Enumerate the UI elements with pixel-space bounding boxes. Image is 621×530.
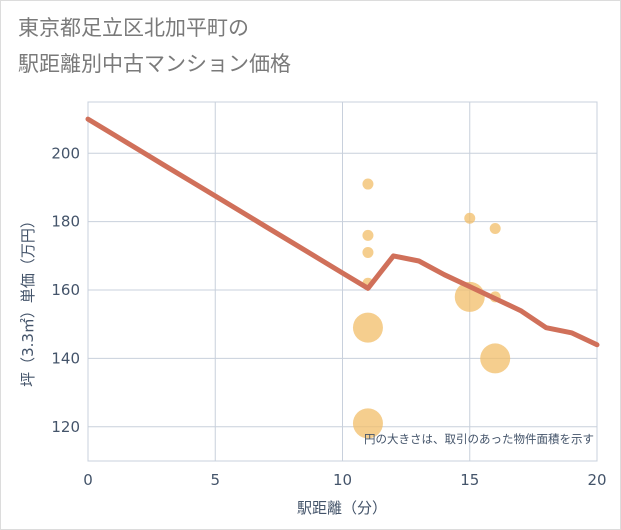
size-note: 円の大きさは、取引のあった物件面積を示す — [364, 432, 594, 446]
grid-lines — [88, 102, 597, 461]
trend-line — [85, 116, 600, 348]
x-axis-label: 駅距離（分） — [297, 499, 387, 517]
chart-title-line-1: 東京都足立区北加平町の — [18, 16, 249, 40]
scatter-point — [352, 312, 383, 343]
scatter-point — [480, 343, 511, 374]
chart-title: 東京都足立区北加平町の 駅距離別中古マンション価格 — [18, 10, 291, 82]
scatter-point — [362, 229, 374, 241]
scatter-point — [352, 408, 383, 439]
y-tick-label: 180 — [51, 213, 80, 231]
tick-labels: 0 5 10 15 20 120 140 160 180 200 — [51, 144, 606, 489]
chart-title-line-2: 駅距離別中古マンション価格 — [18, 52, 291, 76]
x-tick-label: 5 — [210, 471, 220, 489]
x-tick-label: 0 — [83, 471, 93, 489]
x-tick-label: 20 — [587, 471, 606, 489]
scatter-point — [489, 223, 501, 235]
y-tick-label: 120 — [51, 418, 80, 436]
x-tick-label: 10 — [333, 471, 352, 489]
scatter-point — [362, 246, 374, 258]
x-tick-label: 15 — [460, 471, 479, 489]
y-tick-label: 160 — [51, 281, 80, 299]
y-tick-label: 200 — [51, 144, 80, 162]
scatter-point — [362, 178, 374, 190]
scatter-point — [464, 212, 476, 224]
y-tick-label: 140 — [51, 349, 80, 367]
y-axis-label: 坪（3.3㎡）単価（万円） — [19, 213, 37, 387]
